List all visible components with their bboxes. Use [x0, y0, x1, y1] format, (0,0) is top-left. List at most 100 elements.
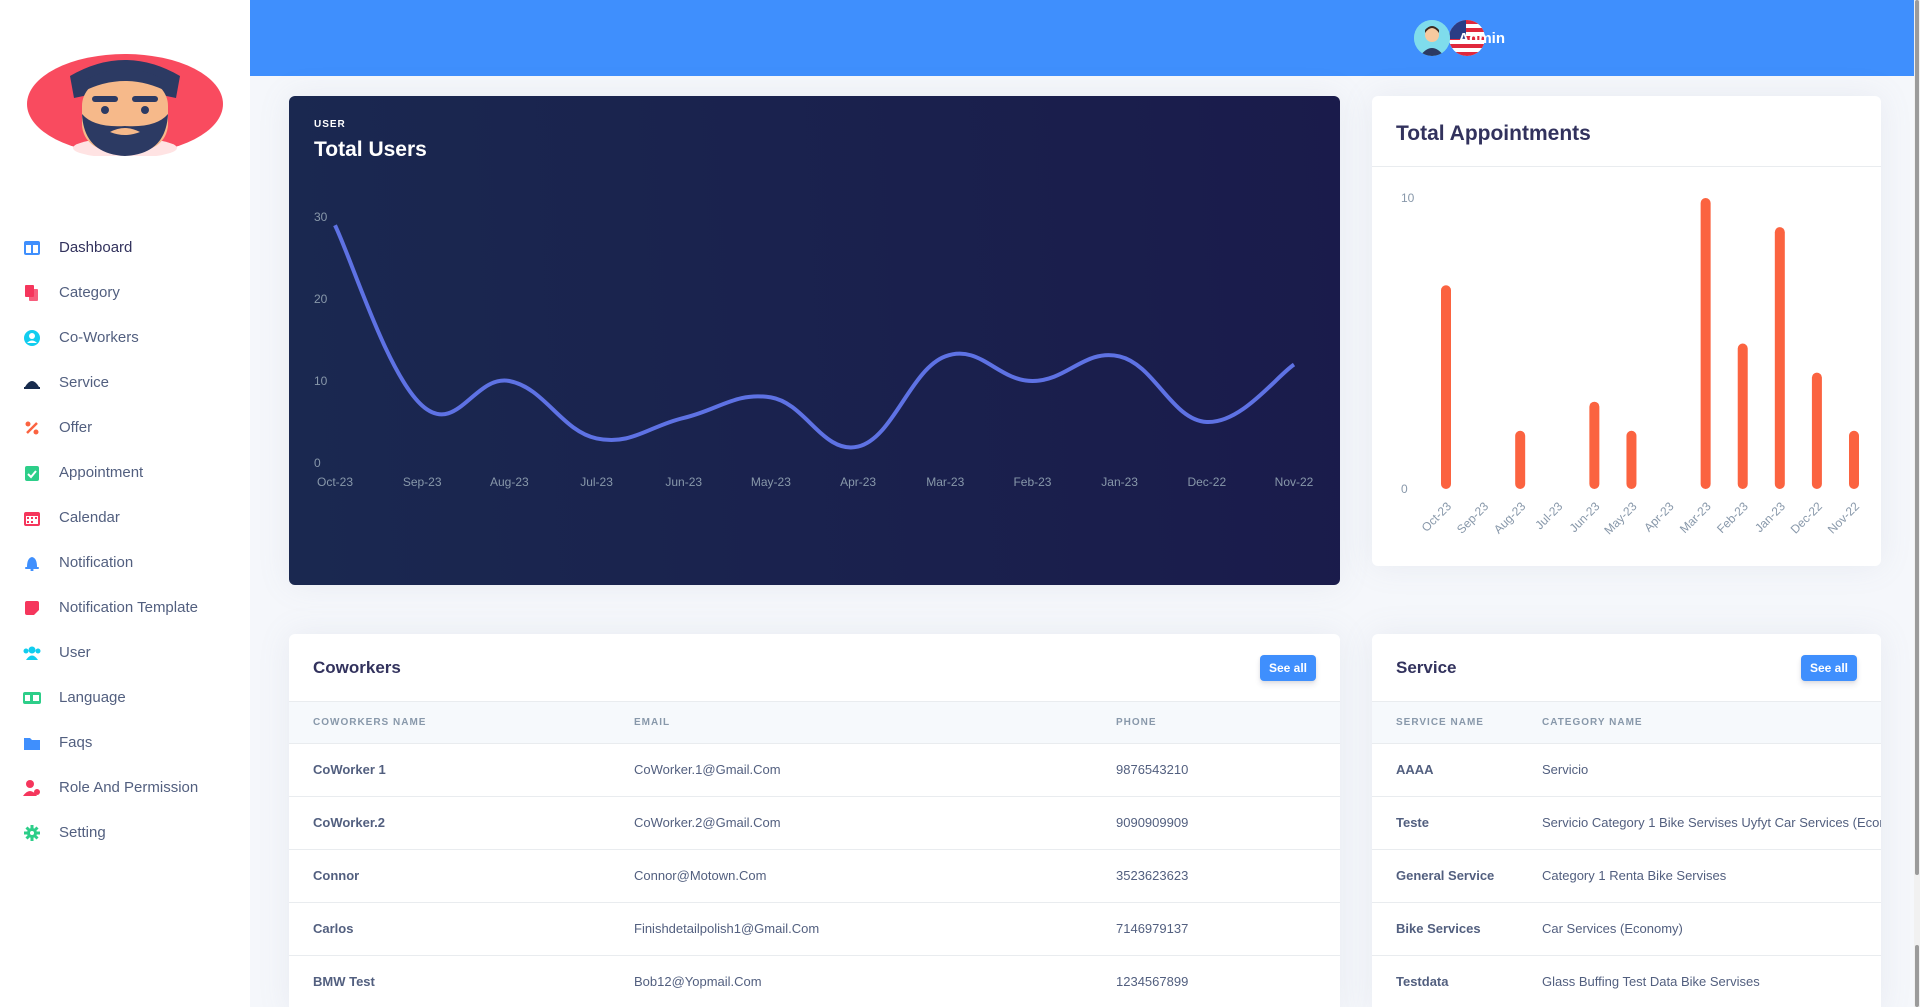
service-name: Bike Services	[1396, 921, 1481, 936]
y-tick-label: 10	[314, 374, 328, 388]
role-icon	[23, 779, 41, 797]
sidebar-item-label: Co-Workers	[59, 329, 139, 346]
coworker-phone: 7146979137	[1116, 921, 1189, 936]
template-icon	[23, 599, 41, 617]
sidebar-item-role-and-permission[interactable]: Role And Permission	[0, 765, 250, 810]
x-tick-label: Jul-23	[580, 475, 613, 489]
table-row[interactable]: AAAA Servicio	[1372, 744, 1881, 797]
table-row[interactable]: CoWorker 1 CoWorker.1@Gmail.Com 98765432…	[289, 744, 1340, 797]
coworker-email: Connor@Motown.Com	[634, 868, 767, 883]
sidebar-item-label: Service	[59, 374, 110, 391]
card-overline: USER	[314, 119, 346, 130]
see-all-coworkers-button[interactable]: See all	[1259, 654, 1316, 681]
service-icon	[23, 374, 41, 392]
top-navbar: Admin	[250, 0, 1920, 76]
y-tick-label: 10	[1401, 191, 1415, 205]
offer-icon	[23, 419, 41, 437]
user-avatar[interactable]	[1414, 20, 1451, 56]
bar	[1774, 227, 1785, 489]
table-header: SERVICE NAME CATEGORY NAME	[1372, 702, 1881, 744]
total-users-line-chart: 0 10 20 30 Oct-23 Sep-23 Aug-23 Jul-23 Jun-23 May…	[314, 210, 1314, 489]
coworker-phone: 9090909909	[1116, 815, 1189, 830]
bar	[1700, 198, 1711, 489]
scrollbar-thumb[interactable]	[1915, 0, 1919, 875]
category-name: Servicio	[1542, 762, 1589, 777]
coworker-name: CoWorker.2	[313, 815, 386, 830]
coworker-email: CoWorker.1@Gmail.Com	[634, 762, 781, 777]
sidebar-item-label: Dashboard	[59, 239, 133, 256]
sidebar-item-faqs[interactable]: Faqs	[0, 720, 250, 765]
y-tick-label: 20	[314, 292, 328, 306]
users-icon	[23, 644, 41, 662]
card-header: Service See all	[1372, 634, 1881, 702]
bar	[1515, 430, 1526, 489]
column-header: COWORKERS NAME	[313, 717, 427, 728]
sidebar-item-notification-template[interactable]: Notification Template	[0, 585, 250, 630]
dashboard-icon	[23, 239, 41, 257]
sidebar-item-language[interactable]: Language	[0, 675, 250, 720]
x-tick-label: Jun-23	[665, 475, 702, 489]
coworkers-icon	[23, 329, 41, 347]
table-row[interactable]: Testdata Glass Buffing Test Data Bike Se…	[1372, 956, 1881, 1007]
x-tick-label: Apr-23	[1641, 499, 1677, 535]
table-row[interactable]: CoWorker.2 CoWorker.2@Gmail.Com 90909099…	[289, 797, 1340, 850]
x-tick-label: Nov-22	[1275, 475, 1314, 489]
y-tick-label: 0	[1401, 482, 1408, 496]
column-header: CATEGORY NAME	[1542, 717, 1643, 728]
faqs-icon	[23, 734, 41, 752]
users-series-line	[333, 224, 1296, 450]
sidebar-item-service[interactable]: Service	[0, 360, 250, 405]
sidebar-item-label: Offer	[59, 419, 93, 436]
sidebar-item-coworkers[interactable]: Co-Workers	[0, 315, 250, 360]
total-appointments-card: Total Appointments	[1372, 96, 1881, 566]
bell-icon	[23, 554, 41, 572]
table-row[interactable]: BMW Test Bob12@Yopmail.Com 1234567899	[289, 956, 1340, 1007]
sidebar-item-setting[interactable]: Setting	[0, 810, 250, 855]
table-row[interactable]: Carlos Finishdetailpolish1@Gmail.Com 714…	[289, 903, 1340, 956]
table-row[interactable]: General Service Category 1 Renta Bike Se…	[1372, 850, 1881, 903]
language-icon	[23, 689, 41, 707]
y-tick-label: 0	[314, 456, 321, 470]
card-header: Total Appointments	[1372, 96, 1881, 167]
sidebar-item-label: Language	[59, 689, 126, 706]
sidebar-item-label: Notification	[59, 554, 134, 571]
x-tick-label: Jul-23	[1532, 499, 1565, 532]
sidebar-item-offer[interactable]: Offer	[0, 405, 250, 450]
bar	[1441, 285, 1451, 489]
sidebar-item-label: Role And Permission	[59, 779, 199, 796]
x-tick-label: Jun-23	[1567, 499, 1603, 535]
x-tick-label: Mar-23	[926, 475, 964, 489]
coworker-email: CoWorker.2@Gmail.Com	[634, 815, 781, 830]
coworker-email: Bob12@Yopmail.Com	[634, 974, 762, 989]
user-menu[interactable]: Admin	[1414, 20, 1505, 56]
table-row[interactable]: Connor Connor@Motown.Com 3523623623	[289, 850, 1340, 903]
us-flag-icon[interactable]	[1449, 20, 1485, 56]
table-header: COWORKERS NAME EMAIL PHONE	[289, 702, 1340, 744]
column-header: SERVICE NAME	[1396, 717, 1484, 728]
category-icon	[23, 284, 41, 302]
username: Admin	[1458, 29, 1505, 47]
x-tick-label: Aug-23	[1491, 499, 1528, 536]
category-name: Category 1 Renta Bike Servises	[1542, 868, 1727, 883]
coworker-phone: 1234567899	[1116, 974, 1189, 989]
table-row[interactable]: Teste Servicio Category 1 Bike Servises …	[1372, 797, 1881, 850]
bar	[1811, 372, 1822, 489]
sidebar-item-dashboard[interactable]: Dashboard	[0, 225, 250, 270]
sidebar-item-category[interactable]: Category	[0, 270, 250, 315]
sidebar-item-notification[interactable]: Notification	[0, 540, 250, 585]
sidebar-item-calendar[interactable]: Calendar	[0, 495, 250, 540]
sidebar-item-label: Calendar	[59, 509, 120, 526]
coworker-name: CoWorker 1	[313, 762, 386, 777]
x-tick-label: Nov-22	[1825, 499, 1862, 536]
sidebar-item-label: Notification Template	[59, 599, 198, 616]
sidebar-nav: Dashboard Category Co-Workers Service Of…	[0, 225, 250, 855]
table-row[interactable]: Bike Services Car Services (Economy)	[1372, 903, 1881, 956]
category-name: Glass Buffing Test Data Bike Servises	[1542, 974, 1760, 989]
sidebar-item-user[interactable]: User	[0, 630, 250, 675]
see-all-services-button[interactable]: See all	[1800, 654, 1857, 681]
sidebar-item-appointment[interactable]: Appointment	[0, 450, 250, 495]
logo-avatar[interactable]	[26, 52, 224, 156]
scrollbar-thumb-lower[interactable]	[1915, 945, 1919, 1007]
x-tick-label: Jan-23	[1752, 499, 1788, 535]
